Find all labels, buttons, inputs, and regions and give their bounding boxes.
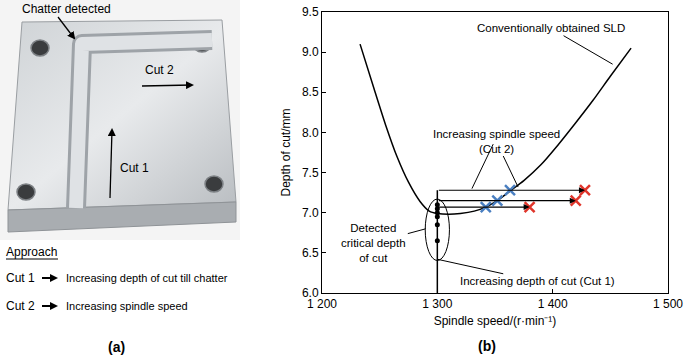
svg-text:9.5: 9.5 <box>302 5 319 19</box>
svg-text:6.5: 6.5 <box>302 246 319 260</box>
svg-text:Increasing depth of cut (Cut 1: Increasing depth of cut (Cut 1) <box>460 275 615 287</box>
svg-text:1 500: 1 500 <box>653 297 683 311</box>
svg-text:Increasing spindle speed: Increasing spindle speed <box>66 300 188 312</box>
svg-text:Spindle speed/(r·min⁻¹): Spindle speed/(r·min⁻¹) <box>434 314 557 328</box>
svg-text:1 300: 1 300 <box>422 297 452 311</box>
svg-text:Cut 1: Cut 1 <box>120 161 149 175</box>
svg-text:Conventionally obtained SLD: Conventionally obtained SLD <box>477 22 625 34</box>
svg-text:Cut 1: Cut 1 <box>6 271 35 285</box>
svg-text:8.0: 8.0 <box>302 126 319 140</box>
svg-text:Approach: Approach <box>6 245 57 259</box>
svg-text:Cut 2: Cut 2 <box>6 299 35 313</box>
svg-text:8.5: 8.5 <box>302 85 319 99</box>
svg-text:1 200: 1 200 <box>307 297 337 311</box>
html-text:(b): (b) <box>478 338 496 354</box>
svg-text:Increasing depth of cut till c: Increasing depth of cut till chatter <box>66 272 228 284</box>
svg-text:7.0: 7.0 <box>302 206 319 220</box>
svg-text:Increasing spindle speed(Cut 2: Increasing spindle speed(Cut 2) <box>433 128 560 155</box>
svg-text:7.5: 7.5 <box>302 166 319 180</box>
svg-text:Chatter detected: Chatter detected <box>22 2 111 16</box>
svg-text:Detectedcritical depthof cut: Detectedcritical depthof cut <box>341 222 406 264</box>
svg-text:Cut 2: Cut 2 <box>145 63 174 77</box>
svg-text:(a): (a) <box>108 339 125 355</box>
svg-text:1 400: 1 400 <box>538 297 568 311</box>
svg-text:Depth of cut/mm: Depth of cut/mm <box>279 108 293 196</box>
svg-text:9.0: 9.0 <box>302 45 319 59</box>
svg-text:6.0: 6.0 <box>302 286 319 300</box>
